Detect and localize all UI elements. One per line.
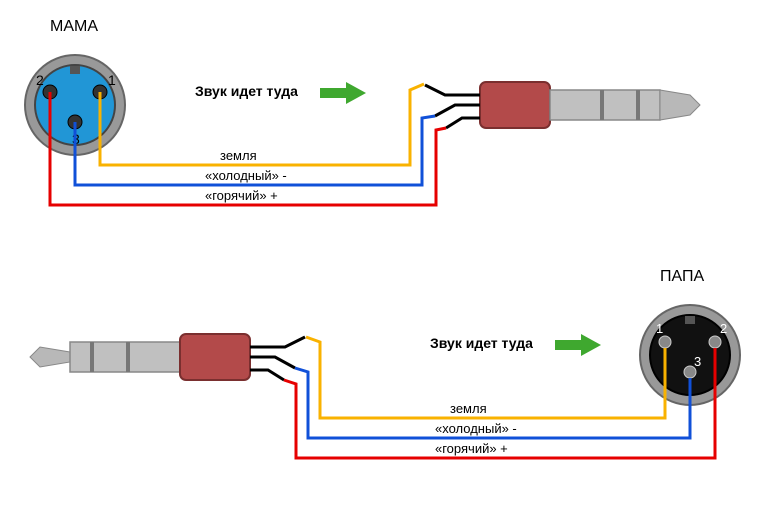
hot-label-bottom: «горячий» + xyxy=(435,441,508,456)
arrow-top xyxy=(320,82,366,104)
cold-label-bottom: «холодный» - xyxy=(435,421,517,436)
ground-label-bottom: земля xyxy=(450,401,487,416)
pin1-papa-label: 1 xyxy=(656,321,663,336)
jack-bottom-stubs xyxy=(250,337,305,380)
sound-dir-top: Звук идет туда xyxy=(195,83,298,99)
pin1-label: 1 xyxy=(108,72,116,88)
trs-jack-top xyxy=(480,82,700,128)
jack-top-stubs xyxy=(425,85,480,128)
cold-label-top: «холодный» - xyxy=(205,168,287,183)
arrow-bottom xyxy=(555,334,601,356)
pin2-papa-label: 2 xyxy=(720,321,727,336)
pin2-label: 2 xyxy=(36,72,44,88)
hot-label-top: «горячий» + xyxy=(205,188,278,203)
sound-dir-bottom: Звук идет туда xyxy=(430,335,533,351)
ground-label-top: земля xyxy=(220,148,257,163)
trs-jack-bottom xyxy=(30,334,250,380)
mama-title: МАМА xyxy=(50,18,98,36)
wiring-diagram: 1 2 3 xyxy=(0,0,767,528)
pin3-papa-label: 3 xyxy=(694,354,701,369)
papa-title: ПАПА xyxy=(660,268,704,286)
